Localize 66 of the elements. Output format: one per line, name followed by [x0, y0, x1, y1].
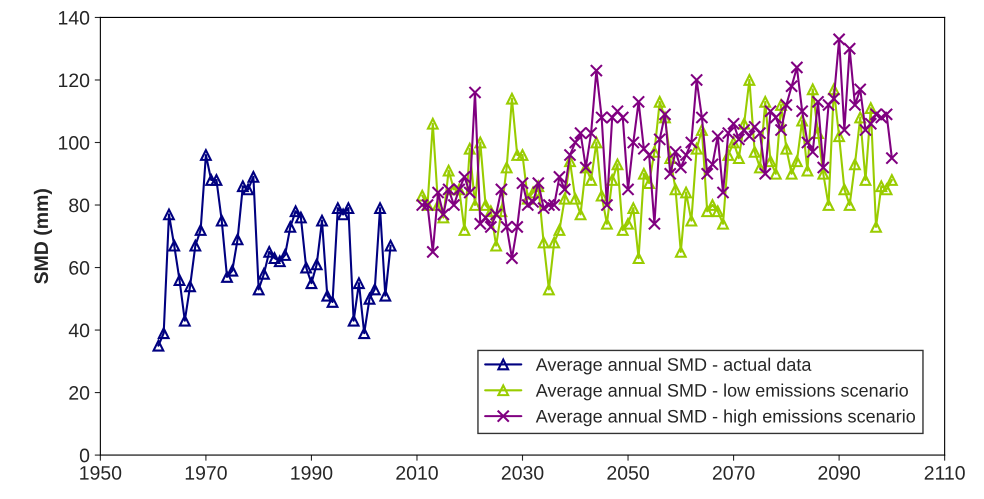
point: [184, 280, 196, 292]
point: [342, 202, 354, 214]
x-tick-label: 1950: [80, 466, 122, 480]
y-tick-label: 100: [58, 136, 90, 150]
legend-label: Average annual SMD - actual data: [536, 358, 812, 374]
x-tick-label: 2090: [818, 466, 860, 480]
x-tick-label: 1970: [186, 466, 227, 480]
point: [210, 174, 222, 186]
point: [174, 274, 186, 286]
point: [232, 233, 244, 246]
x-tick-label: 2010: [396, 466, 438, 480]
point: [374, 202, 386, 214]
point: [284, 220, 296, 233]
point: [221, 271, 233, 283]
x-tick-label: 2050: [607, 466, 649, 480]
point: [226, 264, 238, 277]
point: [279, 249, 291, 261]
point: [306, 277, 318, 290]
y-tick-label: 140: [58, 10, 90, 25]
y-tick-label: 80: [69, 198, 90, 212]
point: [290, 205, 302, 218]
point: [274, 255, 286, 268]
point: [353, 277, 365, 290]
point: [310, 258, 323, 270]
y-tick-label: 120: [58, 73, 90, 88]
point: [158, 327, 170, 340]
y-tick-label: 20: [69, 386, 90, 400]
point: [379, 290, 392, 302]
x-tick-label: 2110: [924, 466, 965, 480]
point: [300, 262, 312, 274]
point: [200, 149, 212, 161]
point: [242, 183, 254, 196]
point: [216, 214, 228, 227]
y-tick-label: 40: [68, 324, 90, 338]
point: [205, 174, 218, 186]
point: [316, 214, 328, 227]
point: [247, 170, 260, 183]
point: [337, 208, 349, 220]
point: [168, 240, 180, 252]
y-tick-label: 0: [80, 448, 90, 462]
point: [384, 240, 396, 252]
x-tick-label: 2030: [502, 466, 544, 480]
point: [294, 212, 307, 224]
point: [258, 268, 270, 280]
point: [368, 284, 381, 296]
y-axis-title: SMD (mm): [34, 189, 52, 284]
legend-label: Average annual SMD - high emissions scenario: [536, 409, 916, 426]
point: [321, 290, 334, 302]
point: [252, 284, 265, 296]
point: [348, 314, 360, 327]
point: [152, 340, 164, 352]
point: [189, 240, 202, 252]
x-tick-label: 2070: [712, 466, 754, 480]
point: [178, 314, 191, 327]
point: [263, 246, 276, 258]
point: [163, 208, 175, 220]
y-tick-label: 60: [69, 261, 90, 275]
point: [364, 292, 376, 305]
point: [332, 202, 344, 214]
point: [236, 180, 249, 192]
point: [326, 296, 338, 308]
point: [358, 327, 370, 340]
point: [194, 224, 207, 236]
legend-label: Average annual SMD - low emissions scenario: [536, 384, 908, 400]
point: [268, 252, 280, 264]
x-tick-label: 1990: [291, 466, 332, 480]
